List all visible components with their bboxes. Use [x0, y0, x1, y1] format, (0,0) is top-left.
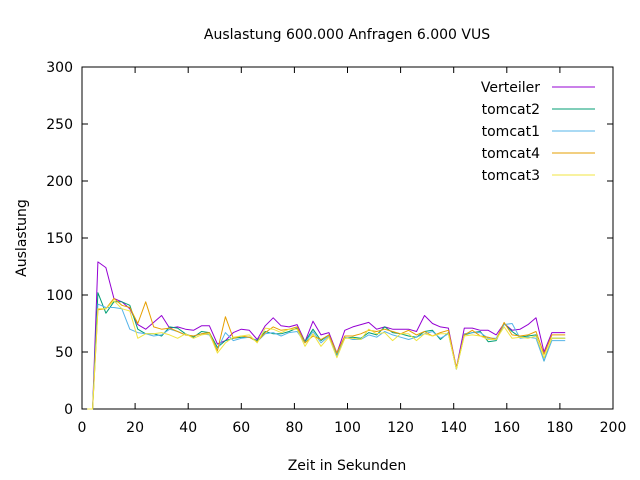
x-tick-label: 0	[78, 420, 87, 436]
series-line-tomcat2	[87, 292, 566, 410]
series-line-verteiler	[87, 261, 566, 410]
x-tick-label: 100	[334, 420, 361, 436]
series-line-tomcat4	[87, 297, 566, 410]
y-tick-label: 0	[64, 402, 73, 418]
y-tick-label: 300	[46, 60, 73, 76]
y-axis-label: Auslastung	[14, 199, 30, 277]
x-tick-label: 200	[600, 420, 627, 436]
legend-label-tomcat4: tomcat4	[482, 146, 540, 162]
x-tick-label: 60	[232, 420, 250, 436]
legend-label-tomcat1: tomcat1	[482, 124, 540, 140]
x-tick-label: 160	[493, 420, 520, 436]
chart-title: Auslastung 600.000 Anfragen 6.000 VUS	[204, 27, 490, 43]
y-tick-label: 200	[46, 174, 73, 190]
legend-label-verteiler: Verteiler	[481, 80, 540, 96]
x-tick-label: 80	[285, 420, 303, 436]
legend-label-tomcat3: tomcat3	[482, 168, 540, 184]
series-line-tomcat1	[87, 303, 566, 410]
y-tick-label: 250	[46, 117, 73, 133]
plot-frame	[81, 66, 614, 410]
x-tick-label: 40	[179, 420, 197, 436]
x-tick-label: 120	[387, 420, 414, 436]
legend: Verteiler tomcat2 tomcat1 tomcat4 tomcat3	[481, 80, 595, 184]
x-tick-label: 180	[547, 420, 574, 436]
legend-label-tomcat2: tomcat2	[482, 102, 540, 118]
y-tick-label: 100	[46, 288, 73, 304]
x-tick-label: 140	[440, 420, 467, 436]
x-axis-label: Zeit in Sekunden	[288, 458, 407, 474]
y-tick-label: 50	[55, 345, 73, 361]
x-axis: 0 20 40 60 80 100 120 140 160 180 200	[78, 67, 627, 436]
x-tick-label: 20	[126, 420, 144, 436]
series-lines	[87, 261, 566, 410]
series-line-tomcat3	[87, 300, 566, 410]
y-axis: 0 50 100 150 200 250 300	[46, 60, 613, 418]
y-tick-label: 150	[46, 231, 73, 247]
